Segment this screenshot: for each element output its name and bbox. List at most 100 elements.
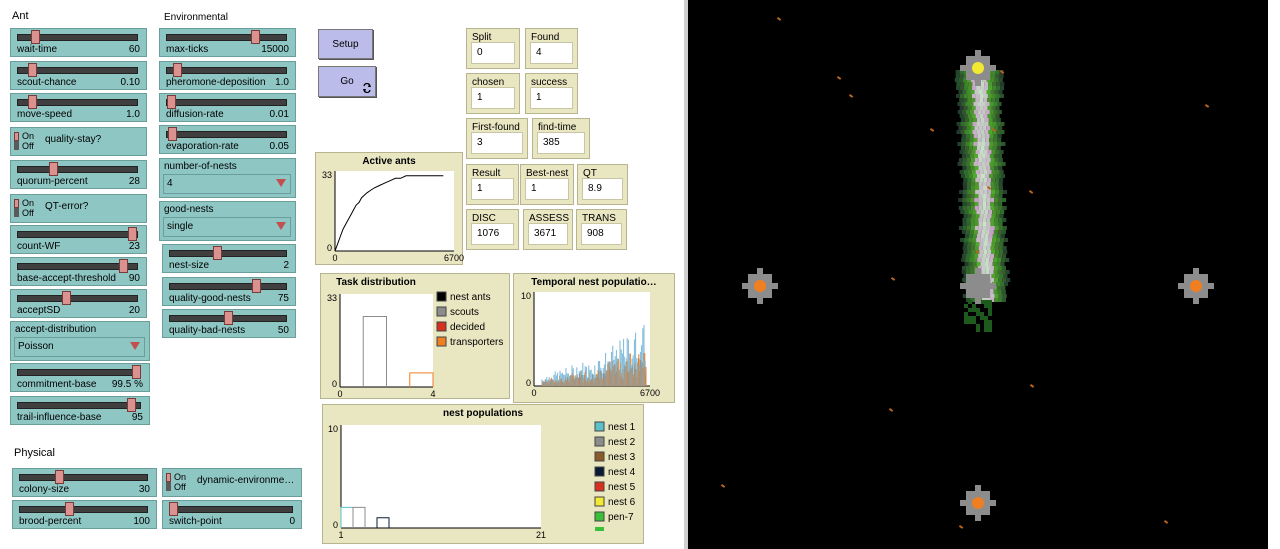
- slider-knob[interactable]: [250, 30, 260, 44]
- pheromone-patch: [962, 206, 967, 210]
- monitor-value: 0: [477, 47, 483, 58]
- pheromone-patch: [979, 178, 984, 182]
- pheromone-patch: [960, 118, 965, 122]
- pheromone-patch: [980, 316, 984, 320]
- slider-knob[interactable]: [167, 95, 177, 109]
- go-button[interactable]: Go: [318, 66, 376, 97]
- dropdown-arrow-icon[interactable]: [276, 222, 286, 230]
- slider-knob[interactable]: [169, 502, 178, 516]
- pheromone-patch: [974, 194, 979, 198]
- pheromone-patch: [955, 94, 960, 98]
- pheromone-patch: [972, 174, 977, 178]
- pheromone-patch: [984, 82, 989, 86]
- pheromone-patch: [960, 210, 965, 214]
- dropdown-arrow-icon[interactable]: [276, 179, 286, 187]
- quorum-percent-slider[interactable]: quorum-percent 28: [10, 160, 147, 189]
- qt-error-switch[interactable]: On Off QT-error?: [10, 194, 147, 223]
- accept-sd-slider[interactable]: acceptSD 20: [10, 289, 147, 318]
- pheromone-patch: [972, 304, 976, 308]
- setup-button[interactable]: Setup: [318, 29, 373, 59]
- y-tick-label: 10: [328, 424, 338, 434]
- diffusion-rate-slider[interactable]: diffusion-rate 0.01: [159, 93, 296, 122]
- slider-knob[interactable]: [48, 162, 58, 176]
- pheromone-patch: [1002, 278, 1007, 282]
- pheromone-patch: [982, 218, 987, 222]
- pheromone-patch: [998, 186, 1003, 190]
- pheromone-patch: [994, 198, 999, 202]
- slider-knob[interactable]: [213, 246, 222, 260]
- pheromone-patch: [977, 142, 982, 146]
- brood-percent-slider[interactable]: brood-percent 100: [12, 500, 157, 529]
- dropdown-arrow-icon[interactable]: [130, 342, 140, 350]
- slider-knob[interactable]: [172, 63, 182, 77]
- x-tick-label: 0: [531, 388, 536, 398]
- first-found-monitor: First-found 3: [466, 118, 528, 159]
- slider-knob[interactable]: [168, 127, 178, 141]
- accept-distribution-chooser[interactable]: accept-distribution Poisson: [10, 321, 150, 361]
- slider-knob[interactable]: [127, 227, 137, 241]
- trail-influence-base-slider[interactable]: trail-influence-base 95: [10, 396, 150, 425]
- pheromone-patch: [976, 118, 981, 122]
- slider-knob[interactable]: [224, 311, 233, 325]
- pheromone-patch: [999, 150, 1004, 154]
- dynamic-environment-switch[interactable]: On Off dynamic-environme…: [162, 468, 302, 497]
- monitor-label: find-time: [538, 122, 577, 133]
- count-wf-slider[interactable]: count-WF 23: [10, 225, 147, 254]
- base-accept-threshold-slider[interactable]: base-accept-threshold 90: [10, 257, 147, 286]
- pheromone-patch: [989, 230, 994, 234]
- quality-good-nests-slider[interactable]: quality-good-nests 75: [162, 277, 296, 306]
- slider-knob[interactable]: [28, 95, 38, 109]
- pheromone-patch: [970, 218, 975, 222]
- slider-value: 75: [277, 293, 289, 304]
- slider-knob[interactable]: [62, 291, 72, 305]
- pheromone-patch: [997, 110, 1002, 114]
- nest-home-arm: [960, 283, 996, 289]
- slider-knob[interactable]: [127, 398, 137, 412]
- evaporation-rate-slider[interactable]: evaporation-rate 0.05: [159, 125, 296, 154]
- switch-point-slider[interactable]: switch-point 0: [162, 500, 302, 529]
- nest-size-slider[interactable]: nest-size 2: [162, 244, 296, 273]
- max-ticks-slider[interactable]: max-ticks 15000: [159, 28, 296, 57]
- pheromone-patch: [976, 122, 981, 126]
- pheromone-patch: [968, 146, 973, 150]
- pheromone-patch: [964, 122, 969, 126]
- slider-knob[interactable]: [64, 502, 74, 516]
- pheromone-patch: [1001, 142, 1006, 146]
- pheromone-patch: [986, 226, 991, 230]
- number-of-nests-chooser[interactable]: number-of-nests 4: [159, 158, 296, 198]
- pheromone-patch: [986, 206, 991, 210]
- pheromone-patch: [978, 182, 983, 186]
- pheromone-patch: [984, 328, 988, 332]
- pheromone-patch: [971, 150, 976, 154]
- commitment-base-slider[interactable]: commitment-base 99.5 %: [10, 363, 150, 392]
- quality-stay-switch[interactable]: On Off quality-stay?: [10, 127, 147, 156]
- slider-knob[interactable]: [251, 279, 261, 293]
- colony-size-slider[interactable]: colony-size 30: [12, 468, 157, 497]
- quality-bad-nests-slider[interactable]: quality-bad-nests 50: [162, 309, 296, 338]
- pheromone-patch: [959, 106, 964, 110]
- assess-monitor: ASSESS 3671: [523, 209, 573, 250]
- pheromone-deposition-slider[interactable]: pheromone-deposition 1.0: [159, 61, 296, 90]
- scout-chance-slider[interactable]: scout-chance 0.10: [10, 61, 147, 90]
- pheromone-patch: [972, 146, 977, 150]
- pheromone-patch: [968, 308, 972, 312]
- slider-knob[interactable]: [30, 30, 40, 44]
- pheromone-patch: [982, 90, 987, 94]
- move-speed-slider[interactable]: move-speed 1.0: [10, 93, 147, 122]
- slider-value: 50: [277, 325, 289, 336]
- pheromone-patch: [999, 74, 1004, 78]
- trans-monitor: TRANS 908: [576, 209, 627, 250]
- pheromone-patch: [969, 270, 974, 274]
- pheromone-patch: [991, 170, 996, 174]
- slider-knob[interactable]: [132, 365, 142, 379]
- pheromone-patch: [991, 190, 996, 194]
- slider-knob[interactable]: [55, 470, 65, 484]
- ant: [929, 128, 935, 132]
- wait-time-slider[interactable]: wait-time 60: [10, 28, 147, 57]
- world-view[interactable]: [688, 0, 1268, 549]
- monitor-label: First-found: [472, 122, 520, 133]
- slider-knob[interactable]: [118, 259, 128, 273]
- good-nests-chooser[interactable]: good-nests single: [159, 201, 296, 241]
- pheromone-patch: [985, 102, 990, 106]
- slider-knob[interactable]: [28, 63, 38, 77]
